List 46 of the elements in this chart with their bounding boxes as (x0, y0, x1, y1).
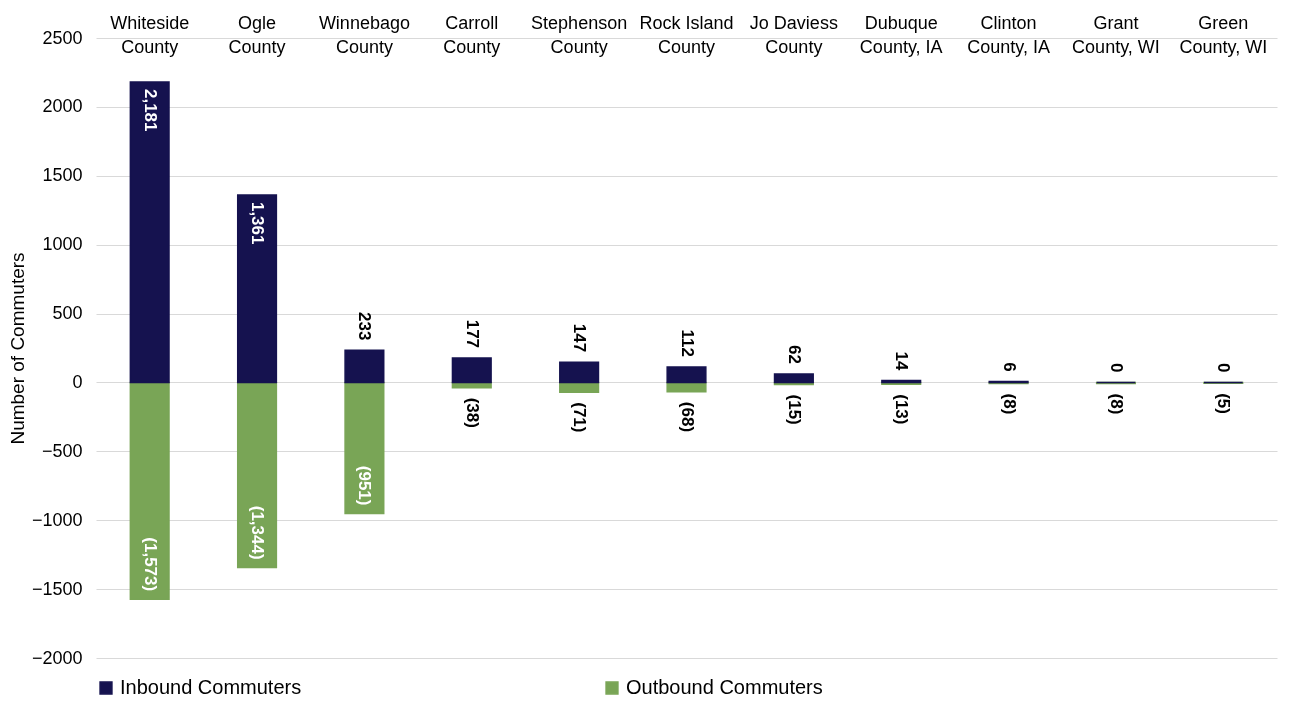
x-tick-label: Jo Daviess County (749, 12, 838, 57)
legend-label: Outbound Commuters (626, 676, 823, 698)
y-tick-label: −1500 (31, 578, 83, 599)
data-label: 6 (999, 362, 1019, 372)
y-tick-label: 1500 (42, 165, 83, 186)
legend-label: Inbound Commuters (120, 676, 302, 698)
data-label: 233 (355, 311, 375, 341)
data-label: 177 (462, 319, 482, 349)
y-tick-label: 2500 (42, 27, 83, 48)
data-label: 62 (784, 344, 804, 364)
data-label: 112 (677, 329, 697, 358)
y-tick-label: 1000 (42, 234, 83, 255)
y-axis-title: Number of Commuters (6, 252, 28, 445)
x-tick-label: Stephenson County (531, 12, 628, 57)
x-tick-label: Rock Island County (639, 12, 734, 57)
y-tick-label: 500 (52, 303, 83, 324)
data-label: (15) (784, 394, 804, 425)
y-tick-label: −2000 (31, 647, 83, 668)
data-label: 2,181 (140, 88, 160, 132)
data-label: 0 (1214, 362, 1234, 373)
x-tick-label: Winnebago County (318, 12, 410, 57)
x-tick-label: Clinton County, IA (967, 12, 1050, 57)
y-tick-label: 2000 (42, 96, 83, 117)
x-tick-label: Green County, WI (1179, 12, 1268, 57)
y-tick-label: 0 (72, 371, 83, 392)
data-label: (8) (1106, 393, 1126, 415)
data-label: 1,361 (248, 201, 268, 245)
x-tick-label: Whiteside County (110, 12, 190, 57)
data-label: (8) (999, 393, 1019, 415)
x-tick-label: Grant County, WI (1072, 12, 1160, 57)
data-label: (68) (677, 401, 697, 433)
data-label: (5) (1214, 393, 1234, 414)
data-label: (951) (355, 465, 375, 506)
data-label: (13) (892, 394, 912, 425)
y-tick-label: −500 (41, 440, 83, 461)
data-label: (38) (462, 397, 482, 428)
data-label: 14 (892, 351, 912, 372)
data-label: (1,344) (248, 505, 268, 560)
x-tick-label: Carroll County (443, 12, 501, 57)
x-tick-label: Ogle County (228, 12, 286, 57)
data-label: (71) (570, 402, 590, 433)
data-label: (1,573) (140, 537, 160, 592)
y-tick-label: −1000 (31, 509, 83, 530)
data-label: 0 (1106, 362, 1126, 373)
data-label: 147 (570, 323, 590, 353)
x-tick-label: Dubuque County, IA (859, 12, 943, 57)
